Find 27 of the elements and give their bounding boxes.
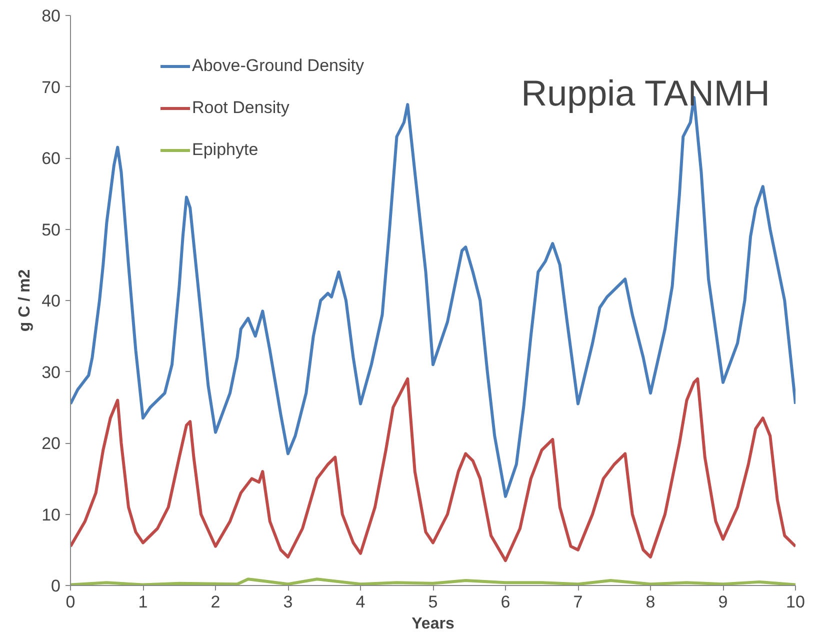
legend-label: Root Density [192, 98, 290, 118]
y-tick-label: 30 [42, 362, 61, 382]
x-tick-label: 9 [718, 592, 728, 612]
y-axis-title: g C / m2 [16, 269, 34, 332]
y-tick-label: 40 [42, 292, 61, 310]
x-tick-label: 2 [210, 592, 220, 612]
x-tick-label: 1 [138, 592, 148, 612]
y-tick-label: 50 [42, 220, 61, 240]
x-tick-label: 3 [283, 592, 293, 612]
x-tick-label: 5 [428, 592, 438, 612]
y-tick-label: 80 [42, 6, 61, 26]
legend-label: Above-Ground Density [192, 56, 364, 76]
x-tick-label: 4 [356, 592, 366, 612]
legend-label: Epiphyte [192, 140, 258, 160]
x-tick-label: 7 [573, 592, 583, 612]
line-series [70, 377, 796, 562]
y-tick-label: 20 [42, 434, 61, 453]
y-tick-label: 0 [51, 576, 61, 596]
y-tick-label: 10 [42, 505, 61, 524]
annotation: Ruppia TANMH [521, 72, 770, 114]
y-tick-label: 70 [42, 78, 61, 97]
x-axis-title: Years [412, 616, 454, 632]
x-tick-label: 10 [786, 592, 805, 612]
y-tick-label: 60 [42, 149, 61, 168]
x-tick-label: 8 [646, 592, 656, 612]
x-tick-label: 6 [500, 592, 510, 612]
x-tick-label: 0 [66, 592, 76, 612]
